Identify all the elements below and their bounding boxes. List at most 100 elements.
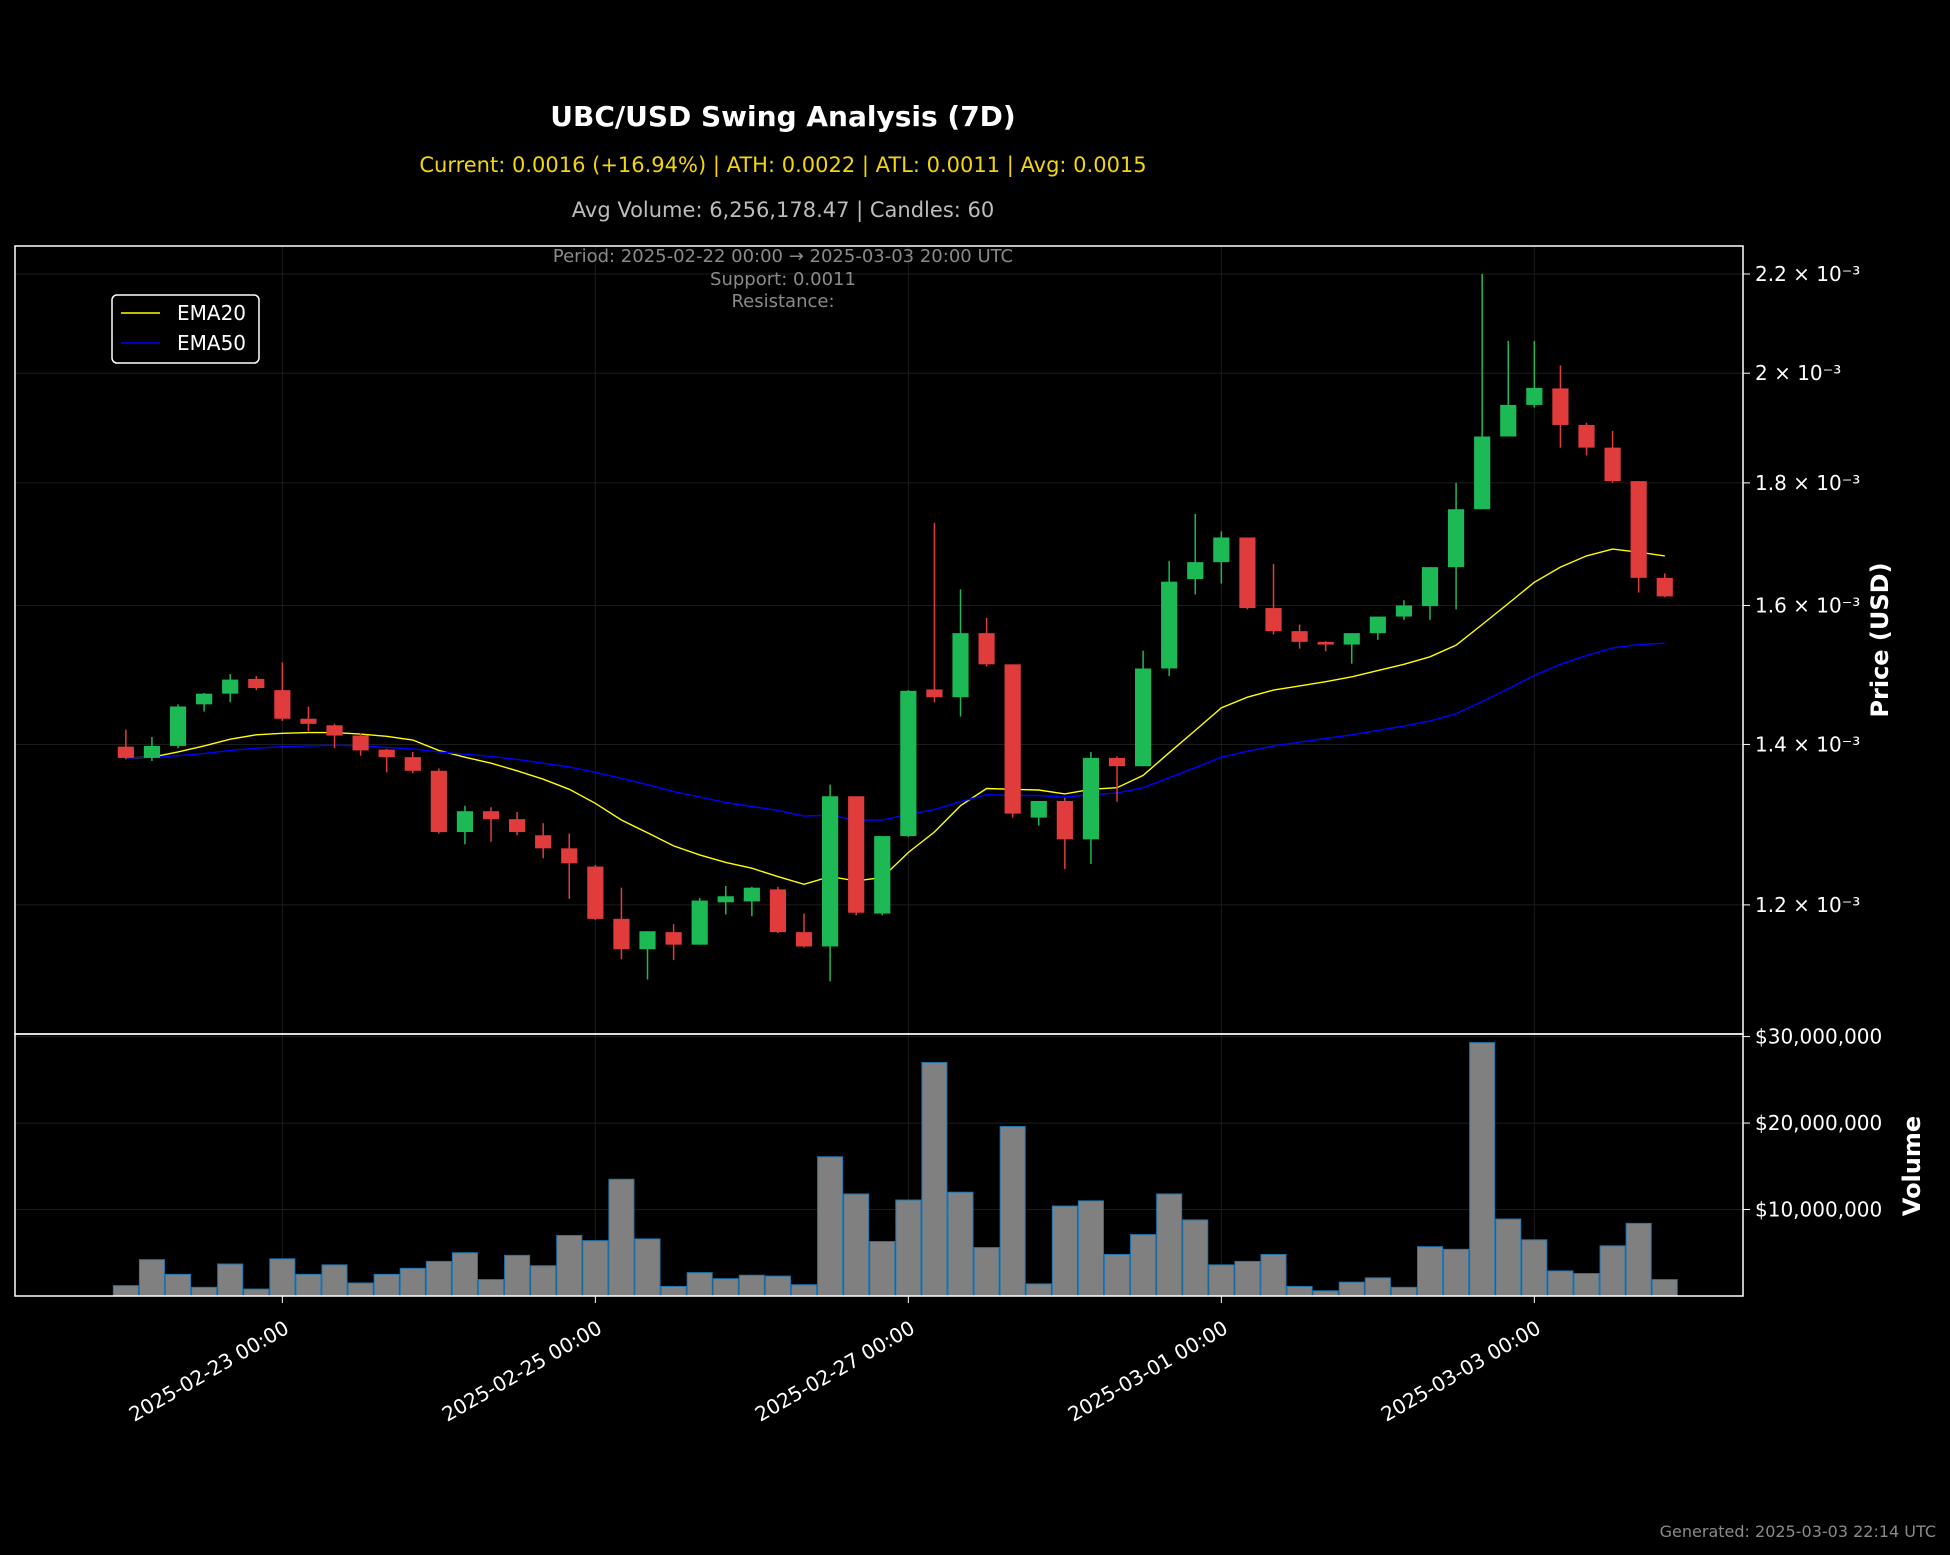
candle <box>1474 274 1491 510</box>
volume-bar <box>1390 1286 1417 1297</box>
candlesticks <box>117 274 1673 982</box>
candle-body <box>1630 481 1647 578</box>
time-axis-ticks: 2025-02-23 00:00 2025-02-25 00:00 2025-02-… <box>125 1296 1545 1426</box>
candle <box>1265 564 1282 635</box>
candle <box>1448 482 1465 610</box>
volume-tick-label: $20,000,000 <box>1755 1111 1882 1135</box>
volume-bar <box>1495 1218 1522 1297</box>
candle-body <box>1239 537 1256 609</box>
candle-body <box>874 836 891 914</box>
volume-bar <box>1103 1253 1131 1297</box>
candle-body <box>978 633 995 665</box>
volume-bar <box>1573 1273 1600 1297</box>
candle-body <box>378 749 395 758</box>
volume-bar <box>686 1272 713 1297</box>
volume-bar <box>999 1126 1026 1297</box>
volume-bar <box>843 1193 870 1297</box>
ema-lines <box>125 548 1665 886</box>
candle-body <box>1135 668 1152 767</box>
price-tick-label: 1.8 × 10⁻³ <box>1755 471 1860 495</box>
candle-body <box>743 887 760 902</box>
candle <box>561 833 578 899</box>
volume-bar <box>1286 1285 1313 1297</box>
candle-body <box>639 931 656 950</box>
generated-timestamp: Generated: 2025-03-03 22:14 UTC <box>1660 1522 1936 1541</box>
candle-body <box>352 735 369 751</box>
candle-body <box>274 690 291 719</box>
candle <box>430 768 447 834</box>
volume-bar <box>1208 1264 1235 1297</box>
candle-body <box>1526 387 1543 405</box>
candle-body <box>169 706 187 746</box>
volume-bar <box>1443 1248 1470 1297</box>
candle-body <box>535 835 552 849</box>
volume-bar <box>790 1284 818 1297</box>
candle <box>1630 481 1647 593</box>
candle <box>300 706 317 732</box>
volume-bar <box>243 1288 270 1297</box>
candle <box>1213 531 1230 584</box>
price-axis-label: Price (USD) <box>1866 562 1894 717</box>
period-note: Period: 2025-02-22 00:00 → 2025-03-03 20… <box>553 246 1013 267</box>
candle <box>874 836 891 916</box>
volume-bar <box>477 1279 505 1297</box>
price-tick-label: 1.4 × 10⁻³ <box>1755 732 1860 756</box>
volume-bar <box>738 1274 765 1297</box>
candle-body <box>561 848 578 864</box>
volume-bar <box>1625 1222 1652 1297</box>
candle-body <box>300 718 317 724</box>
price-axis-ticks: 1.2 × 10⁻³ 1.4 × 10⁻³ 1.6 × 10⁻³ 1.8 × 10⁻³… <box>1743 262 1860 917</box>
candle <box>1004 664 1021 818</box>
legend-ema50-label: EMA50 <box>177 331 246 355</box>
candle-body <box>1578 424 1595 448</box>
volume-bar <box>608 1178 635 1297</box>
volume-bar <box>164 1273 192 1297</box>
candle <box>482 807 500 842</box>
candle <box>822 784 839 982</box>
candle <box>1317 641 1334 652</box>
volume-bar <box>1156 1193 1183 1297</box>
volume-bar <box>1599 1245 1626 1297</box>
candle-body <box>1500 404 1517 437</box>
candle-body <box>1604 447 1621 482</box>
candle <box>378 748 395 773</box>
volume-bar <box>321 1264 348 1297</box>
candle <box>326 723 343 749</box>
candle <box>509 812 526 836</box>
candle-body <box>1056 800 1073 840</box>
volume-bar <box>530 1265 557 1297</box>
candle <box>1056 797 1073 870</box>
volume-bar <box>1182 1219 1209 1297</box>
candle <box>117 729 134 760</box>
candle <box>900 690 917 837</box>
candle-body <box>1161 581 1178 669</box>
candle-body <box>456 811 474 833</box>
candle-body <box>1317 641 1334 645</box>
candle-body <box>665 932 682 945</box>
candle <box>978 617 995 667</box>
volume-bar <box>504 1254 531 1297</box>
volume-tick-label: $30,000,000 <box>1755 1025 1882 1049</box>
volume-bar <box>1025 1283 1052 1297</box>
candle <box>1656 573 1673 598</box>
candle-body <box>952 633 969 698</box>
candle <box>1604 430 1621 483</box>
volume-bar <box>269 1258 296 1297</box>
candle-body <box>691 900 708 945</box>
candle <box>1369 616 1386 640</box>
legend: EMA20 EMA50 <box>111 294 260 364</box>
candle-body <box>613 918 630 950</box>
candle-body <box>1213 537 1230 563</box>
volume-tick-label: $10,000,000 <box>1755 1198 1882 1222</box>
candle <box>691 897 708 945</box>
candle <box>1187 513 1204 595</box>
candle <box>1578 422 1595 456</box>
candle <box>1161 560 1178 677</box>
candle <box>1552 365 1569 448</box>
candle <box>1108 756 1126 802</box>
candle <box>613 887 630 960</box>
candle <box>743 886 760 917</box>
legend-box <box>111 294 260 364</box>
volume-bar <box>295 1273 322 1297</box>
volume-bar <box>817 1156 844 1297</box>
